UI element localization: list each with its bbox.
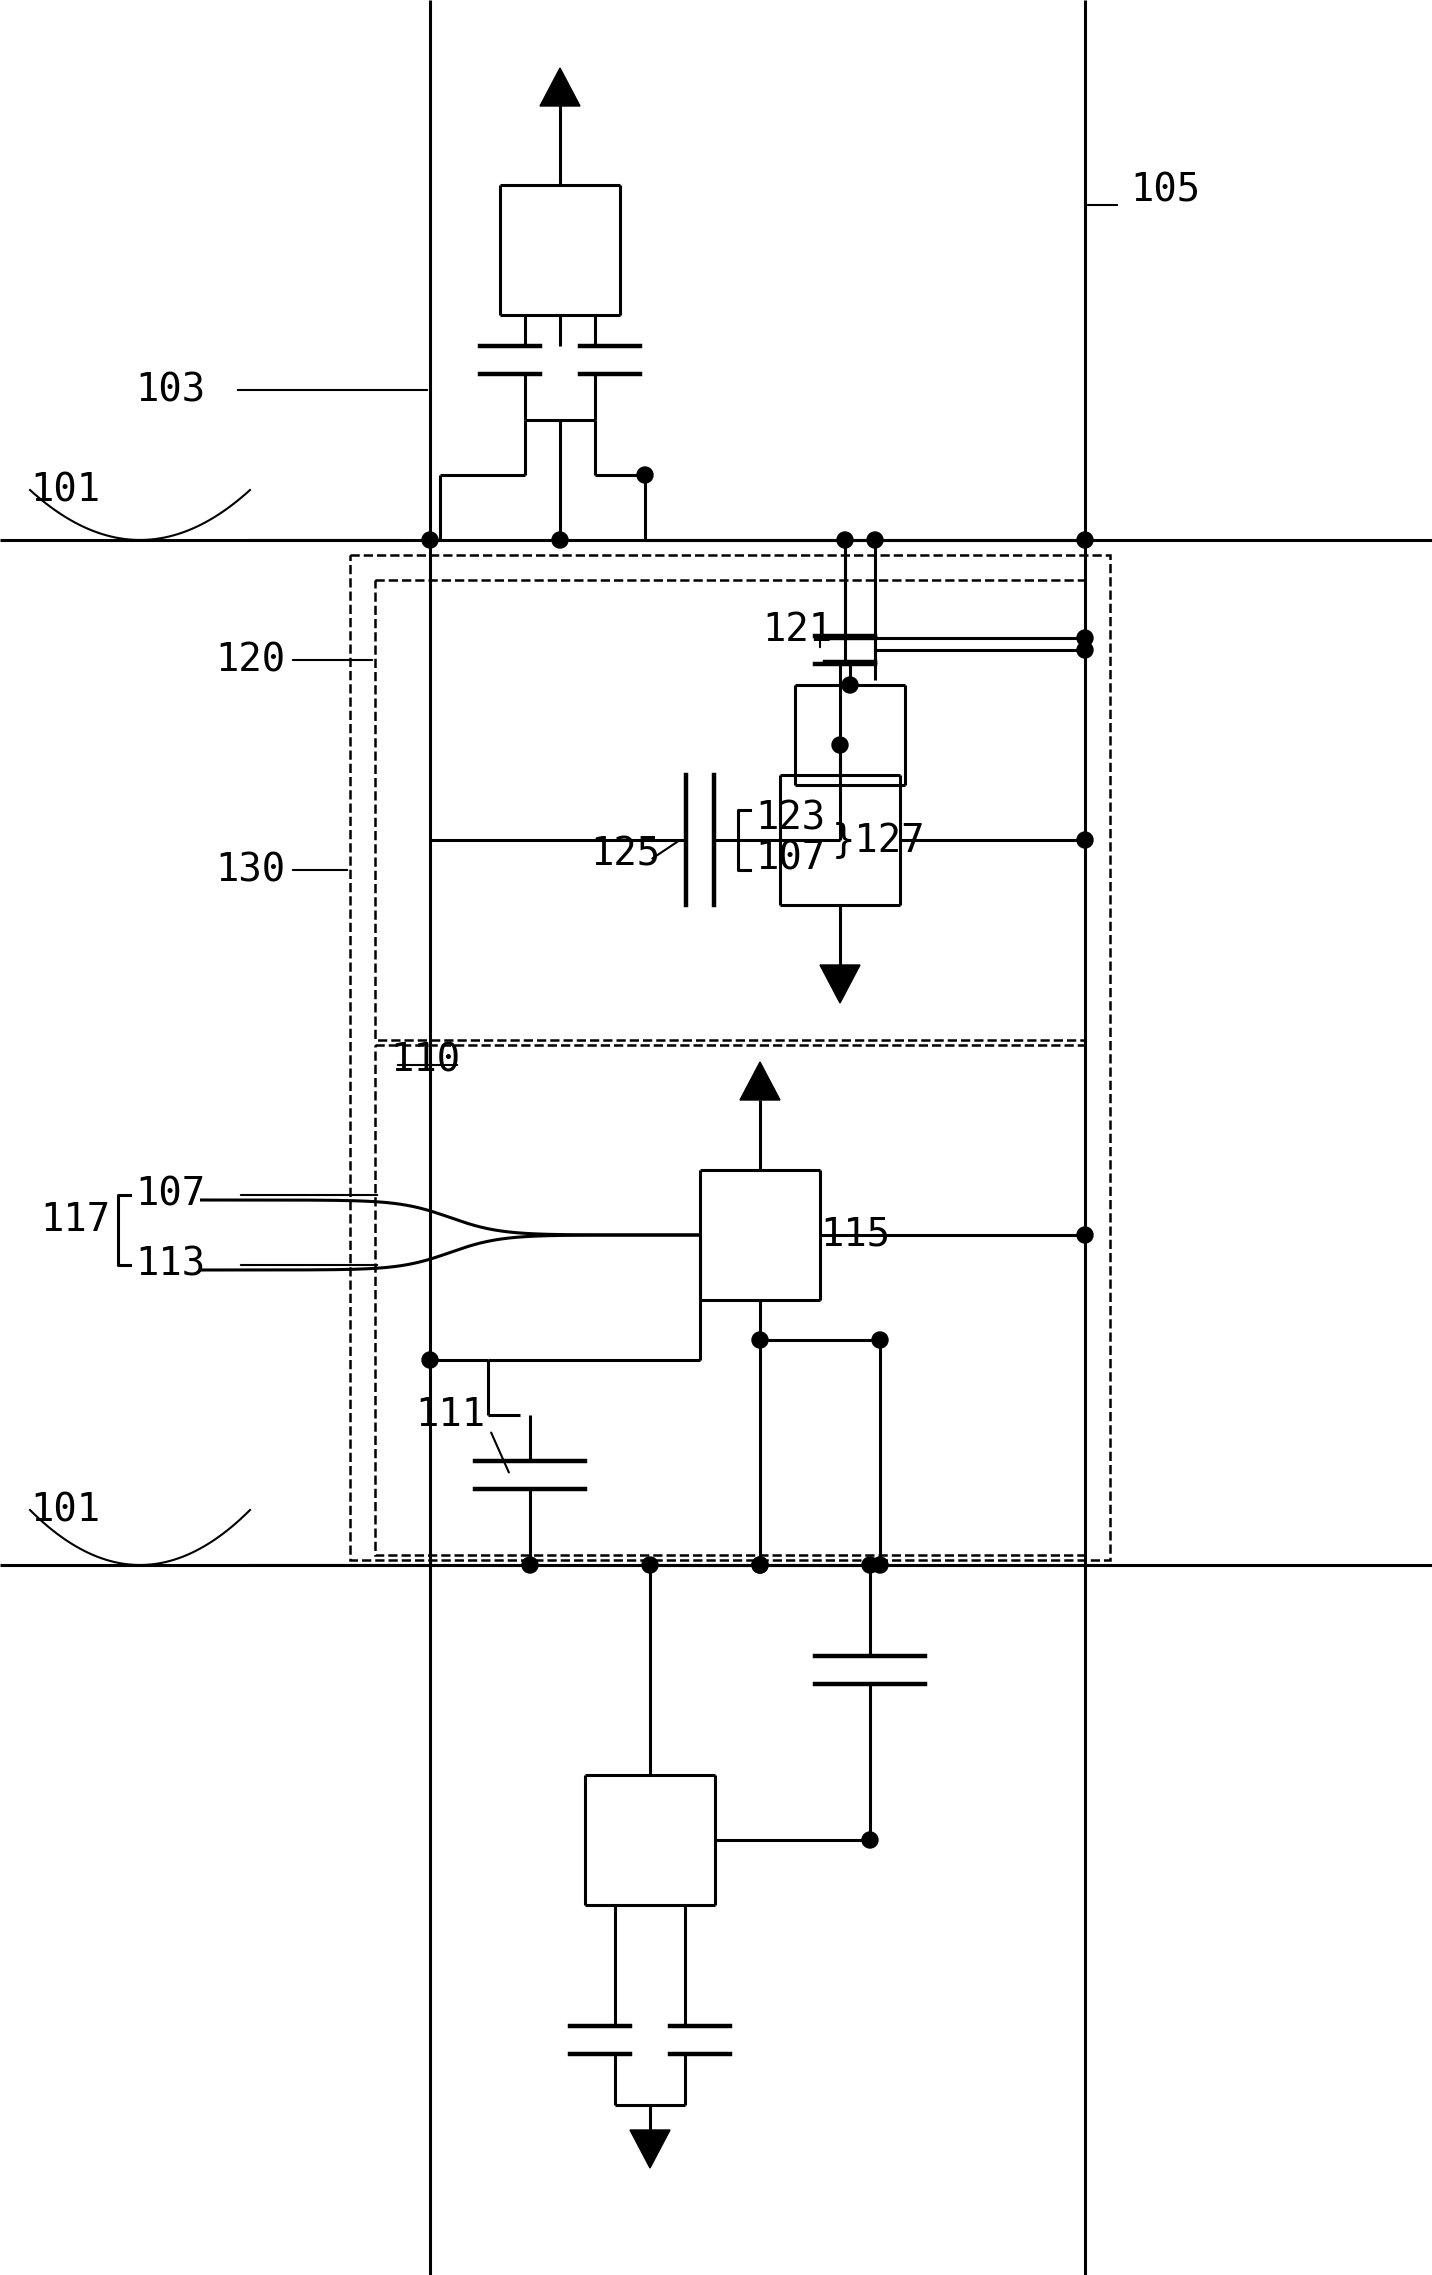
Text: 123: 123: [755, 799, 825, 837]
Circle shape: [1077, 532, 1093, 548]
Circle shape: [872, 1556, 888, 1572]
Polygon shape: [540, 68, 580, 107]
Circle shape: [523, 1556, 538, 1572]
Text: 121: 121: [762, 612, 832, 648]
Text: 107: 107: [135, 1176, 205, 1215]
Circle shape: [866, 532, 884, 548]
Circle shape: [752, 1331, 768, 1349]
Circle shape: [1077, 630, 1093, 646]
Polygon shape: [630, 2129, 670, 2168]
Bar: [375, 580, 1085, 1040]
Text: 125: 125: [590, 835, 660, 874]
Circle shape: [752, 1556, 768, 1572]
Text: 113: 113: [135, 1247, 205, 1283]
Circle shape: [637, 466, 653, 482]
Circle shape: [422, 532, 438, 548]
Text: }127: }127: [832, 821, 925, 860]
Text: 101: 101: [30, 471, 100, 510]
Text: 110: 110: [390, 1042, 460, 1078]
Circle shape: [832, 737, 848, 753]
Text: 105: 105: [1130, 171, 1200, 209]
Bar: [349, 555, 1110, 1561]
Circle shape: [1077, 642, 1093, 657]
Circle shape: [1077, 833, 1093, 849]
Text: 120: 120: [215, 642, 285, 678]
Circle shape: [862, 1831, 878, 1847]
Text: 111: 111: [415, 1397, 485, 1433]
Bar: [375, 1044, 1085, 1556]
Circle shape: [551, 532, 569, 548]
Circle shape: [752, 1556, 768, 1572]
Circle shape: [642, 1556, 657, 1572]
Circle shape: [836, 532, 853, 548]
Circle shape: [1077, 1226, 1093, 1242]
Polygon shape: [821, 965, 861, 1003]
Text: 101: 101: [30, 1490, 100, 1529]
Text: 130: 130: [215, 851, 285, 890]
Text: 103: 103: [135, 371, 205, 409]
Circle shape: [872, 1331, 888, 1349]
Text: 107: 107: [755, 839, 825, 876]
Polygon shape: [740, 1062, 780, 1101]
Text: 117: 117: [40, 1201, 110, 1240]
Circle shape: [862, 1556, 878, 1572]
Text: 115: 115: [821, 1217, 891, 1254]
Circle shape: [842, 678, 858, 694]
Circle shape: [422, 1351, 438, 1367]
